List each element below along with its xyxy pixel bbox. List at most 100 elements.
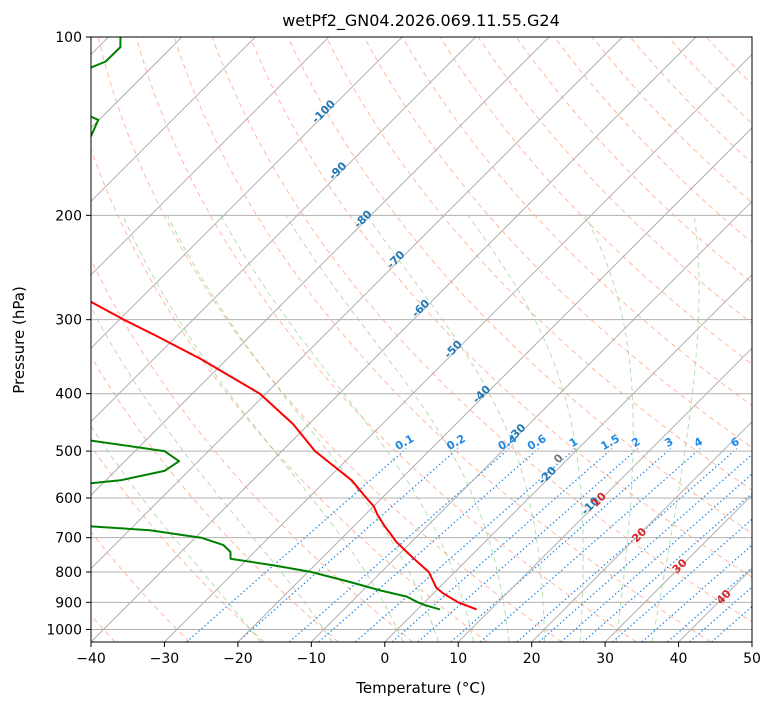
isotherm-line	[164, 53, 752, 642]
y-tick-label: 500	[55, 444, 82, 460]
moist-adiabat-line	[91, 306, 333, 642]
mixing-ratio-line	[689, 586, 752, 642]
plot-frame	[90, 36, 753, 643]
x-axis: −40 −30 −20 −10 0 10 20 30 40 50	[76, 642, 761, 667]
mixing-ratio-line	[582, 492, 752, 642]
mixing-ratio-label: 3	[662, 435, 675, 450]
dry-adiabat-line	[173, 37, 712, 642]
mixing-ratio-line	[479, 448, 701, 642]
mixing-ratio-label: 0.6	[525, 432, 549, 453]
dry-adiabat-line	[401, 37, 752, 407]
mixing-ratio-line	[560, 473, 752, 642]
y-axis: 100 200 300 400 500 600 700 800 900 1000	[46, 30, 91, 638]
x-tick-label: −40	[76, 651, 106, 667]
temperature-line	[91, 300, 477, 611]
mixing-ratio-line	[318, 448, 539, 642]
mixing-ratio-line	[711, 605, 752, 642]
mixing-ratio-label: 0.2	[444, 432, 467, 453]
x-tick-label: 0	[380, 651, 389, 667]
dry-adiabat-line	[91, 531, 190, 642]
mixing-ratio-line	[516, 448, 738, 642]
pressure-gridlines	[91, 37, 752, 630]
x-tick-label: −10	[297, 651, 327, 667]
wetbulb-label: 30	[670, 556, 690, 576]
mixing-ratio-label: 1	[567, 435, 580, 450]
x-tick-label: 10	[449, 651, 467, 667]
isotherm-line	[91, 37, 550, 496]
mixing-ratio-line	[667, 566, 752, 642]
mixing-ratio-line	[237, 448, 459, 642]
dry-adiabat-line	[553, 37, 752, 244]
dry-adiabat-line	[91, 355, 339, 642]
mixing-ratio-label: 8	[751, 435, 764, 450]
isotherm-line	[751, 641, 752, 642]
x-tick-label: 50	[743, 651, 761, 667]
x-tick-label: −20	[223, 651, 253, 667]
isotherm-line	[91, 37, 403, 349]
y-tick-label: 400	[55, 387, 82, 403]
dry-adiabat-line	[439, 37, 752, 365]
x-tick-label: −30	[150, 651, 180, 667]
dewpoint-line	[91, 37, 441, 611]
mixing-ratio-line	[391, 448, 613, 642]
isotherms	[91, 37, 752, 642]
y-tick-label: 700	[55, 531, 82, 547]
y-axis-label: Pressure (hPa)	[10, 286, 28, 394]
x-tick-label: 40	[670, 651, 688, 667]
dry-adiabat-line	[91, 445, 265, 642]
dry-adiabat-line	[91, 258, 414, 642]
sounding-series	[91, 37, 477, 611]
dry-adiabat-line	[515, 37, 752, 284]
mixing-ratio-line	[641, 544, 752, 642]
dry-adiabat-line	[705, 37, 752, 85]
mixing-ratio-line	[186, 448, 407, 642]
y-tick-label: 1000	[46, 622, 82, 638]
y-tick-label: 200	[55, 208, 82, 224]
mixing-ratio-line	[355, 448, 576, 642]
mixing-ratio-line	[450, 448, 672, 642]
isotherm-line	[91, 37, 477, 423]
mixing-ratio-line	[417, 448, 639, 642]
mixing-ratio-line	[538, 453, 752, 642]
mixing-ratio-lines	[186, 448, 752, 642]
moist-adiabat-line	[366, 215, 546, 642]
isotherm-label: -80	[351, 207, 374, 230]
isotherm-line	[384, 274, 752, 642]
isotherm-line	[91, 37, 256, 203]
isotherm-line	[237, 127, 752, 642]
isotherm-label: -90	[326, 159, 349, 182]
mixing-ratio-label: 4	[692, 435, 705, 450]
isotherm-label: -100	[309, 97, 338, 126]
moist-adiabat-line	[122, 215, 404, 642]
dry-adiabat-line	[135, 37, 637, 642]
mixing-ratio-label: 10	[769, 433, 775, 452]
y-tick-label: 100	[55, 30, 82, 46]
dry-adiabats	[91, 37, 752, 642]
isotherm-line	[604, 494, 752, 642]
dry-adiabat-line	[629, 37, 752, 164]
isotherm-line	[457, 347, 752, 642]
dry-adiabat-line	[97, 37, 563, 642]
isotherm-label: -50	[442, 338, 465, 361]
isotherm-line	[91, 37, 330, 276]
dry-adiabat-line	[667, 37, 752, 125]
isotherm-line	[91, 37, 623, 570]
mixing-ratio-label: 2	[629, 435, 642, 450]
plot-area: 0.10.20.40.611.52346810131620253036-100-…	[91, 37, 775, 642]
moist-adiabat-line	[584, 215, 634, 642]
dry-adiabat-line	[211, 37, 752, 623]
moist-adiabat-line	[651, 215, 700, 642]
isotherm-label: -60	[409, 297, 432, 320]
mixing-ratio-line	[612, 518, 752, 642]
wetbulb-label: 0	[551, 451, 566, 466]
moist-adiabat-line	[285, 215, 510, 642]
y-tick-label: 800	[55, 565, 82, 581]
dry-adiabat-line	[287, 37, 752, 534]
isotherm-line	[678, 567, 752, 642]
mixing-ratio-label: 1.5	[599, 432, 622, 453]
isotherm-line	[310, 200, 752, 642]
y-tick-label: 300	[55, 313, 82, 329]
isotherm-label: -40	[470, 383, 493, 406]
y-tick-label: 600	[55, 491, 82, 507]
mixing-ratio-label: 0.1	[393, 432, 416, 453]
